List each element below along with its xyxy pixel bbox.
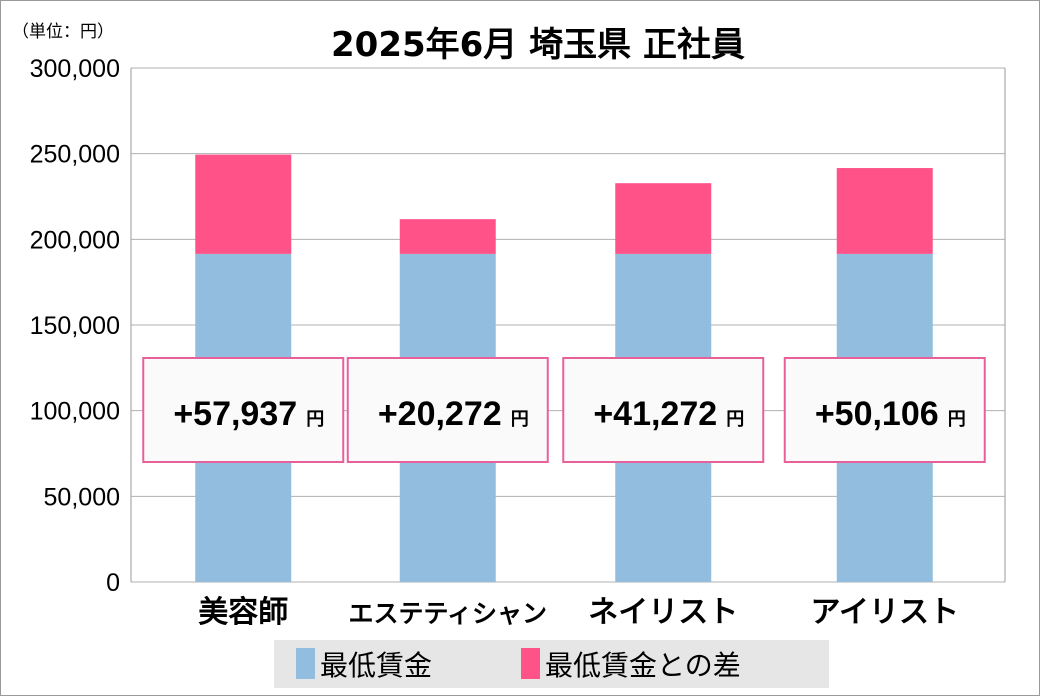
data-label-unit: 円 bbox=[511, 409, 529, 430]
y-tick-label: 50,000 bbox=[44, 483, 120, 511]
data-label: +57,937 bbox=[173, 395, 297, 433]
data-label-unit: 円 bbox=[726, 409, 744, 430]
y-tick-label: 200,000 bbox=[30, 226, 120, 254]
legend: 最低賃金 最低賃金との差 bbox=[274, 640, 829, 688]
legend-label-difference: 最低賃金との差 bbox=[545, 649, 741, 682]
x-category-label: アイリスト bbox=[811, 595, 960, 630]
legend-swatch-difference bbox=[521, 648, 540, 679]
x-category-label: ネイリスト bbox=[588, 595, 738, 630]
data-label: +20,272 bbox=[378, 395, 502, 433]
data-label-unit: 円 bbox=[306, 409, 324, 430]
bar-difference bbox=[195, 154, 292, 254]
unit-label: （単位：円） bbox=[12, 22, 114, 42]
y-tick-label: 0 bbox=[106, 569, 120, 597]
chart-title: 2025年6月 埼玉県 正社員 bbox=[331, 25, 745, 65]
x-category-label: 美容師 bbox=[198, 595, 288, 630]
legend-background bbox=[274, 640, 829, 688]
bar-difference bbox=[836, 168, 933, 254]
data-label-unit: 円 bbox=[948, 409, 966, 430]
data-label-box bbox=[142, 357, 345, 463]
data-label-box bbox=[346, 357, 549, 463]
legend-swatch-min-wage bbox=[296, 648, 315, 679]
legend-label-min-wage: 最低賃金 bbox=[320, 649, 432, 682]
y-tick-label: 150,000 bbox=[30, 312, 120, 340]
y-tick-label: 300,000 bbox=[30, 55, 120, 83]
data-label-box bbox=[562, 357, 765, 463]
data-label: +41,272 bbox=[593, 395, 717, 433]
x-category-label: エステティシャン bbox=[348, 599, 547, 628]
bar-difference bbox=[615, 183, 712, 254]
data-label-box bbox=[783, 357, 986, 463]
bar-difference bbox=[399, 219, 496, 254]
data-label: +50,106 bbox=[815, 395, 939, 433]
y-tick-label: 100,000 bbox=[30, 398, 120, 426]
y-tick-label: 250,000 bbox=[30, 141, 120, 169]
